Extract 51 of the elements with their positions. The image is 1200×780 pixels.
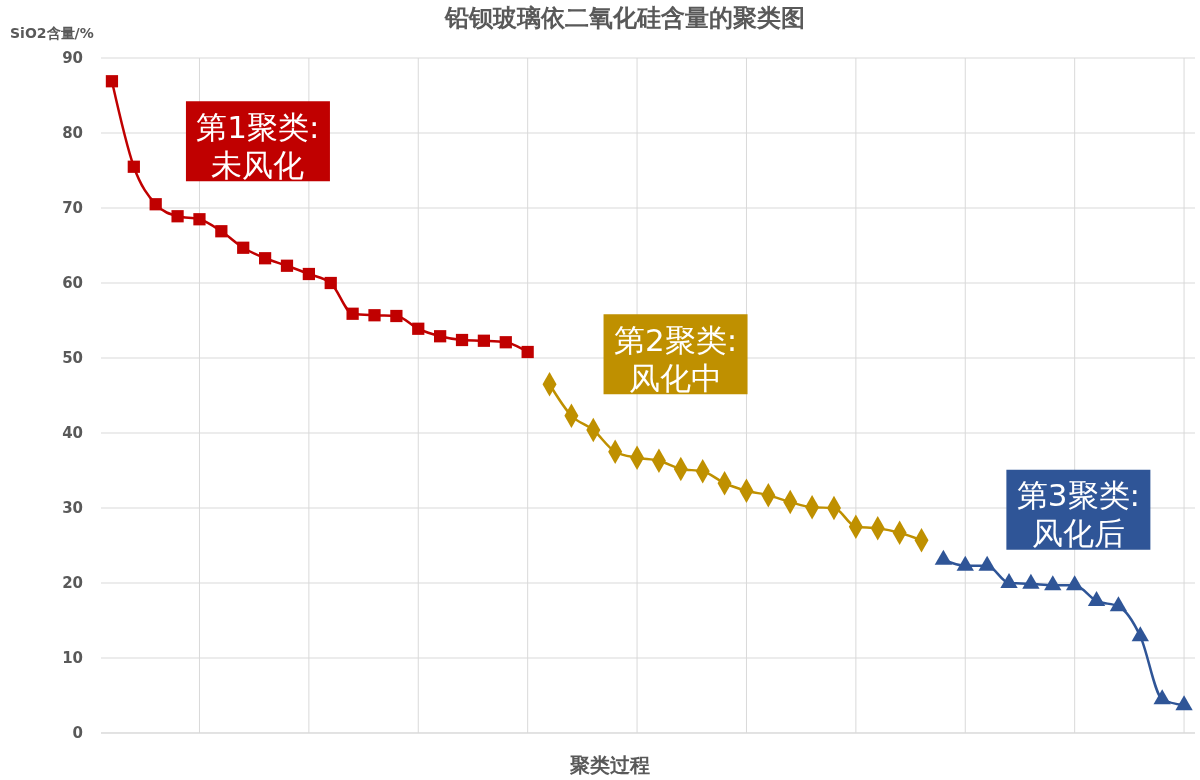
point [171,210,184,223]
point [477,334,491,347]
point [1175,695,1193,711]
point [237,241,250,254]
point [499,336,512,349]
point [302,267,315,281]
point [1087,591,1106,606]
point [1044,575,1062,591]
point [390,309,403,323]
y-axis-title: SiO2含量/% [10,25,94,41]
point [127,160,140,173]
y-tick-label: 60 [62,274,83,293]
point [412,322,425,335]
series-label: 第3聚类: 风化后 [1016,477,1140,552]
point [368,309,381,322]
point [258,252,272,265]
point [1153,689,1171,705]
point [1109,596,1128,612]
y-tick-label: 30 [62,499,83,518]
y-tick-label: 80 [62,124,83,143]
point [105,75,119,88]
point [455,333,469,347]
point [280,259,294,272]
point [1066,575,1084,591]
point [934,549,953,565]
series-label: 第2聚类: 风化中 [613,321,738,396]
point [215,225,228,238]
point [521,345,534,359]
y-tick-label: 10 [62,649,83,668]
cluster-label: 第2聚类: 风化中 [603,314,748,396]
point [434,330,447,343]
cluster-label: 第1聚类: 未风化 [185,101,330,183]
point [1000,573,1018,588]
point [978,555,996,571]
point [1022,573,1040,589]
point [346,307,359,320]
point [956,555,974,571]
point [324,276,337,290]
y-tick-label: 20 [62,574,83,593]
chart-title: 铅钡玻璃依二氧化硅含量的聚类图 [444,4,805,32]
y-tick-label: 90 [62,49,83,68]
point [1131,626,1149,642]
y-tick-label: 50 [62,349,83,368]
y-tick-label: 40 [62,424,83,443]
y-tick-label: 70 [62,199,83,218]
series-label: 第1聚类: 未风化 [196,108,320,183]
y-tick-label: 0 [72,724,83,743]
point [149,198,162,211]
point [193,213,206,226]
cluster-label: 第3聚类: 风化后 [1006,469,1151,552]
x-axis-title: 聚类过程 [569,753,650,777]
